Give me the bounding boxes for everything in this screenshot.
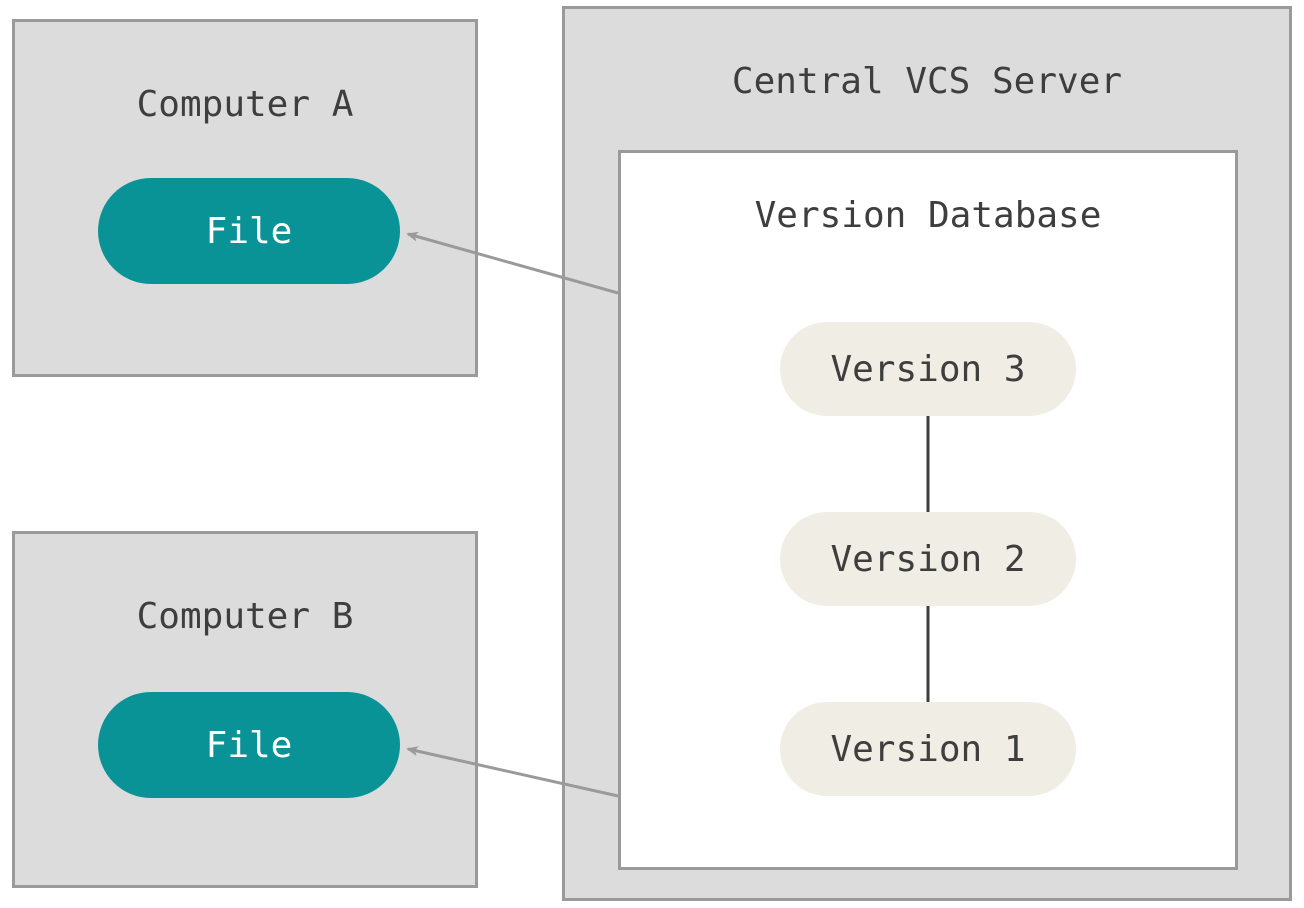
- server-title: Central VCS Server: [565, 61, 1289, 102]
- computer-b-file-pill: File: [98, 692, 400, 798]
- version-database-title: Version Database: [621, 195, 1235, 236]
- version-2-pill: Version 2: [780, 512, 1076, 606]
- computer-a-file-pill: File: [98, 178, 400, 284]
- computer-a-title: Computer A: [15, 84, 475, 125]
- computer-a-file-label: File: [206, 211, 293, 252]
- diagram-canvas: Computer A File Computer B File Central …: [0, 0, 1304, 908]
- computer-b-file-label: File: [206, 725, 293, 766]
- version-2-label: Version 2: [830, 539, 1025, 580]
- version-1-pill: Version 1: [780, 702, 1076, 796]
- version-3-label: Version 3: [830, 349, 1025, 390]
- version-1-label: Version 1: [830, 729, 1025, 770]
- computer-b-title: Computer B: [15, 596, 475, 637]
- version-3-pill: Version 3: [780, 322, 1076, 416]
